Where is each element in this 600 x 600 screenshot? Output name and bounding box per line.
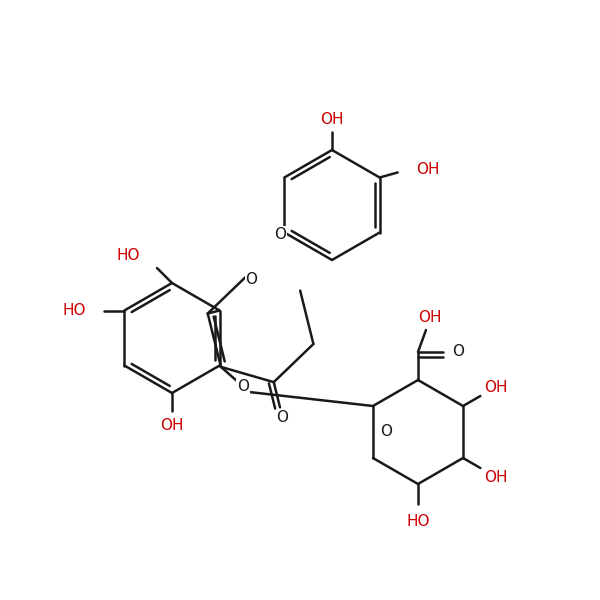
Text: HO: HO (406, 514, 430, 529)
Text: HO: HO (63, 303, 86, 318)
Text: O: O (277, 410, 289, 425)
Text: O: O (237, 379, 249, 394)
Text: OH: OH (320, 113, 344, 127)
Text: HO: HO (116, 247, 140, 263)
Text: O: O (380, 425, 392, 439)
Text: O: O (274, 227, 286, 242)
Text: O: O (245, 272, 257, 287)
Text: OH: OH (484, 469, 508, 485)
Text: O: O (452, 344, 464, 359)
Text: OH: OH (484, 379, 508, 395)
Text: OH: OH (418, 311, 442, 325)
Text: OH: OH (160, 418, 184, 433)
Text: OH: OH (416, 162, 439, 177)
